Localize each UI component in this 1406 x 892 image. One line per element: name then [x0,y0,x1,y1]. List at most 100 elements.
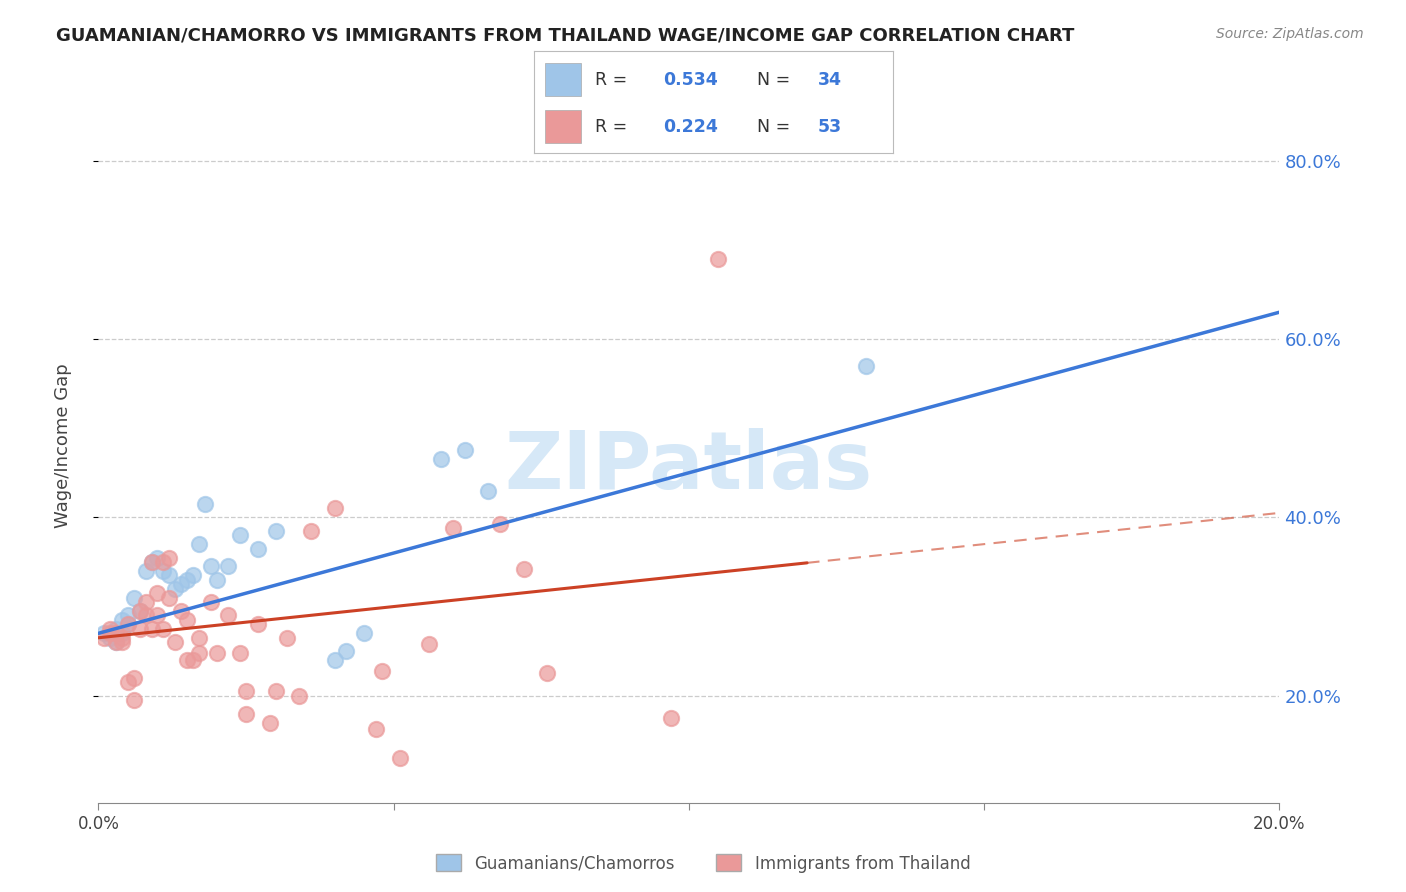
Point [111,631,134,645]
Point [146,586,169,600]
Point [141,555,163,569]
Point [430,452,453,467]
Point [246,541,269,556]
Text: R =: R = [595,70,633,88]
Legend: Guamanians/Chamorros, Immigrants from Thailand: Guamanians/Chamorros, Immigrants from Th… [429,847,977,880]
Point [105,626,128,640]
Point [200,559,222,574]
Point [176,653,198,667]
Point [264,524,287,538]
Point [299,524,322,538]
Point [229,646,252,660]
Point [122,671,145,685]
Point [157,568,180,582]
Text: ZIPatlas: ZIPatlas [505,428,873,507]
Point [105,622,128,636]
Point [187,646,209,660]
Point [128,604,150,618]
Point [93,631,115,645]
Point [152,564,174,578]
Point [217,608,239,623]
Point [200,595,222,609]
Text: R =: R = [595,118,633,136]
Point [152,555,174,569]
Point [288,689,311,703]
Point [388,751,411,765]
Point [122,693,145,707]
Text: N =: N = [756,118,796,136]
Point [176,613,198,627]
Point [117,608,139,623]
Point [335,644,357,658]
Point [157,550,180,565]
Text: GUAMANIAN/CHAMORRO VS IMMIGRANTS FROM THAILAND WAGE/INCOME GAP CORRELATION CHART: GUAMANIAN/CHAMORRO VS IMMIGRANTS FROM TH… [56,27,1074,45]
Point [141,622,163,636]
Point [536,666,558,681]
Point [146,550,169,565]
Point [855,359,877,373]
Point [264,684,287,698]
Point [441,521,464,535]
Text: 0.534: 0.534 [664,70,718,88]
Y-axis label: Wage/Income Gap: Wage/Income Gap [53,364,72,528]
Point [187,537,209,551]
Point [135,595,157,609]
Point [165,635,187,649]
FancyBboxPatch shape [546,63,581,96]
Point [141,555,163,569]
Point [98,631,121,645]
Text: 0.224: 0.224 [664,118,718,136]
Point [453,443,475,458]
Point [235,684,257,698]
Point [418,637,440,651]
Point [235,706,257,721]
Point [181,653,204,667]
Point [323,501,346,516]
Point [170,577,193,591]
Point [707,252,730,266]
Point [146,608,169,623]
Text: 53: 53 [817,118,842,136]
Point [246,617,269,632]
Point [105,635,128,649]
Point [157,591,180,605]
Point [111,626,134,640]
Point [98,622,121,636]
Point [205,646,228,660]
Point [135,608,157,623]
Point [170,604,193,618]
Point [353,626,375,640]
Point [165,582,187,596]
Point [181,568,204,582]
Point [111,635,134,649]
Point [477,483,499,498]
Point [512,562,534,576]
Point [98,626,121,640]
Point [205,573,228,587]
Point [187,631,209,645]
Point [489,517,512,532]
Point [135,564,157,578]
Point [128,604,150,618]
Point [122,591,145,605]
FancyBboxPatch shape [546,111,581,144]
Point [323,653,346,667]
Text: Source: ZipAtlas.com: Source: ZipAtlas.com [1216,27,1364,41]
Point [152,622,174,636]
Point [659,711,682,725]
Point [111,613,134,627]
Point [117,617,139,632]
Point [259,715,281,730]
Point [229,528,252,542]
Point [128,622,150,636]
Point [371,664,394,678]
Point [217,559,239,574]
Text: N =: N = [756,70,796,88]
Point [117,617,139,632]
Text: 34: 34 [817,70,842,88]
Point [105,635,128,649]
Point [194,497,217,511]
Point [117,675,139,690]
Point [93,626,115,640]
Point [364,722,387,736]
